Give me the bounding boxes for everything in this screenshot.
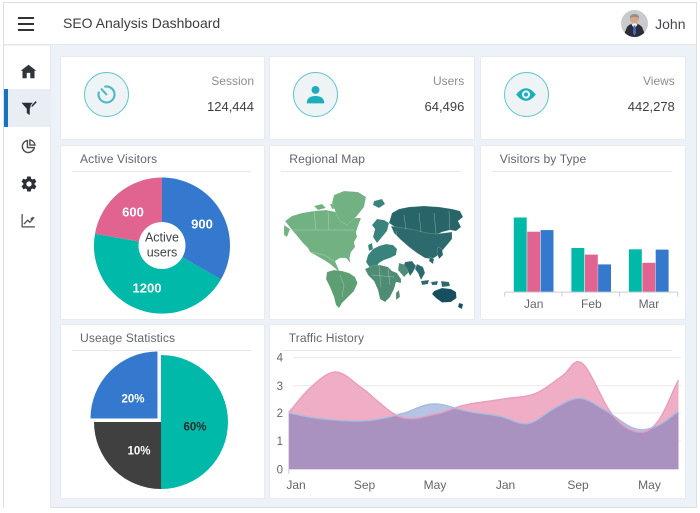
svg-text:May: May: [424, 478, 447, 492]
svg-text:1200: 1200: [133, 280, 162, 295]
svg-text:20%: 20%: [121, 394, 144, 406]
svg-text:Sep: Sep: [567, 478, 589, 492]
svg-text:Active: Active: [145, 230, 179, 244]
svg-text:May: May: [638, 478, 661, 492]
svg-text:Jan: Jan: [524, 297, 543, 311]
svg-text:600: 600: [122, 204, 144, 219]
svg-text:900: 900: [191, 216, 213, 231]
svg-text:Jan: Jan: [496, 478, 515, 492]
svg-text:Mar: Mar: [638, 297, 659, 311]
svg-text:Jan: Jan: [286, 478, 305, 492]
svg-text:users: users: [147, 245, 178, 259]
svg-text:3: 3: [277, 381, 283, 393]
svg-text:2: 2: [277, 408, 283, 420]
svg-text:4: 4: [277, 353, 284, 365]
svg-text:Sep: Sep: [354, 478, 376, 492]
svg-text:10%: 10%: [127, 446, 150, 458]
svg-text:60%: 60%: [183, 422, 206, 434]
svg-text:Feb: Feb: [581, 297, 602, 311]
svg-text:0: 0: [277, 464, 283, 476]
svg-text:1: 1: [277, 436, 283, 448]
